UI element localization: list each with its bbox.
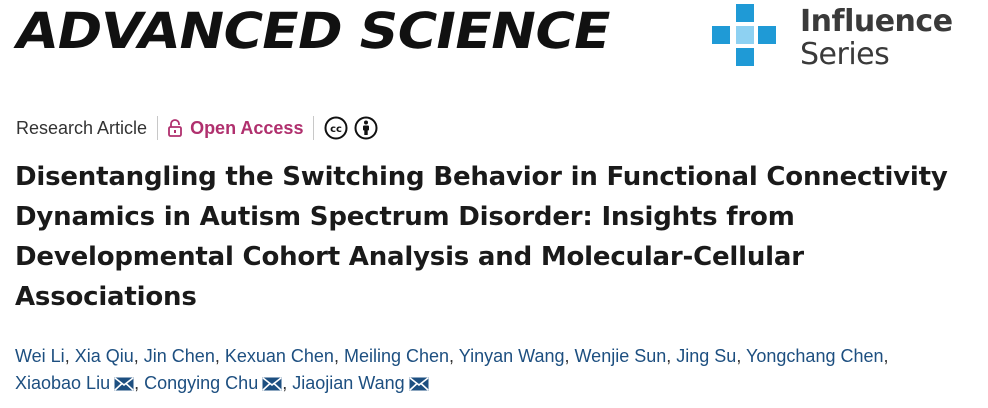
author-item: Yongchang Chen, — [746, 346, 888, 366]
author-item: Xia Qiu, — [75, 346, 139, 366]
author-item: Jiaojian Wang — [292, 373, 429, 393]
author-link[interactable]: Wei Li — [15, 346, 65, 366]
author-separator: , — [64, 346, 70, 366]
author-link[interactable]: Meiling Chen — [343, 346, 450, 366]
author-link[interactable]: Jin Chen — [143, 346, 215, 366]
author-separator: , — [333, 346, 339, 366]
divider — [313, 116, 315, 140]
influence-cross-icon — [712, 4, 776, 66]
author-separator: , — [883, 346, 889, 366]
author-separator: , — [736, 346, 742, 366]
author-separator: , — [134, 373, 140, 393]
license-icons[interactable]: cc — [324, 116, 378, 140]
author-link[interactable]: Xia Qiu — [74, 346, 134, 366]
open-lock-icon — [168, 119, 182, 137]
influence-series-logo[interactable]: Influence Series — [712, 4, 962, 74]
author-list: Wei Li, Xia Qiu, Jin Chen, Kexuan Chen, … — [15, 343, 980, 399]
author-link[interactable]: Xiaobao Liu — [15, 373, 111, 393]
author-link[interactable]: Jiaojian Wang — [292, 373, 405, 393]
open-access-badge[interactable]: Open Access — [168, 118, 303, 139]
author-item: Xiaobao Liu, — [15, 373, 139, 393]
author-item: Wenjie Sun, — [575, 346, 672, 366]
author-item: Kexuan Chen, — [225, 346, 339, 366]
author-item: Congying Chu, — [144, 373, 287, 393]
email-icon[interactable] — [114, 372, 134, 399]
article-meta-row: Research Article Open Access cc — [16, 114, 378, 142]
series-title-line2: Series — [800, 37, 890, 72]
attribution-icon — [354, 116, 378, 140]
journal-logo[interactable]: ADVANCED SCIENCE — [10, 2, 616, 60]
email-icon[interactable] — [262, 372, 282, 399]
author-separator: , — [666, 346, 672, 366]
article-type: Research Article — [16, 117, 148, 138]
author-link[interactable]: Jing Su — [676, 346, 737, 366]
author-link[interactable]: Kexuan Chen — [224, 346, 334, 366]
masthead: ADVANCED SCIENCE Influence Series — [0, 0, 988, 100]
open-access-label: Open Access — [190, 117, 304, 138]
author-item: Meiling Chen, — [344, 346, 454, 366]
author-separator: , — [214, 346, 220, 366]
svg-text:cc: cc — [331, 124, 343, 135]
author-item: Jing Su, — [676, 346, 741, 366]
divider — [157, 116, 159, 140]
author-item: Jin Chen, — [144, 346, 220, 366]
article-title: Disentangling the Switching Behavior in … — [15, 162, 948, 312]
author-link[interactable]: Yinyan Wang — [458, 346, 565, 366]
author-item: Yinyan Wang, — [459, 346, 570, 366]
cc-icon: cc — [324, 116, 348, 140]
email-icon[interactable] — [409, 372, 429, 399]
author-separator: , — [449, 346, 455, 366]
author-item: Wei Li, — [15, 346, 70, 366]
author-separator: , — [282, 373, 288, 393]
author-link[interactable]: Congying Chu — [144, 373, 259, 393]
series-title-line1: Influence — [800, 4, 953, 39]
author-link[interactable]: Yongchang Chen — [746, 346, 884, 366]
author-separator: , — [564, 346, 570, 366]
author-link[interactable]: Wenjie Sun — [574, 346, 667, 366]
author-separator: , — [133, 346, 139, 366]
